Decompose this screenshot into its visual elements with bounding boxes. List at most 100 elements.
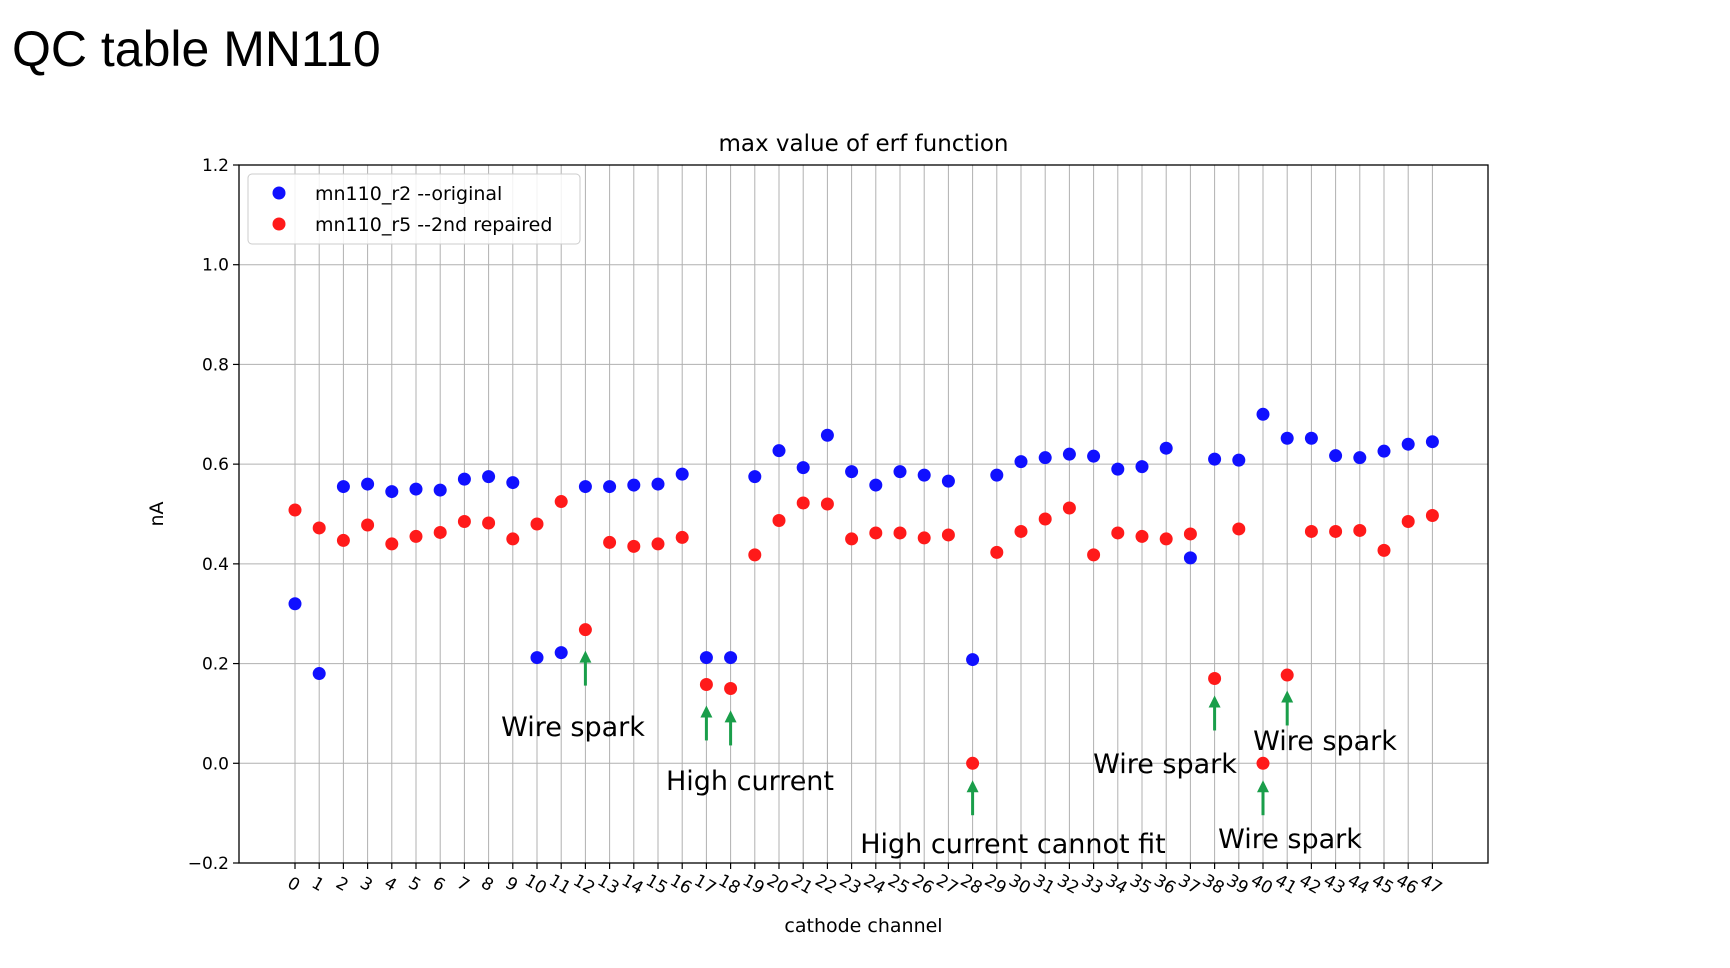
x-tick-label: 42 (1296, 871, 1325, 899)
annotation-label: Wire spark (1218, 824, 1362, 855)
data-point-series-2 (336, 533, 350, 547)
x-tick-label: 27 (933, 871, 962, 899)
data-point-series-1 (796, 461, 810, 475)
x-tick-label: 5 (405, 873, 424, 896)
data-point-series-1 (724, 651, 738, 665)
x-tick-label: 30 (1005, 871, 1034, 899)
x-tick-label: 19 (739, 871, 768, 899)
data-point-series-1 (1232, 453, 1246, 467)
x-tick-label: 47 (1417, 871, 1446, 899)
data-point-series-2 (312, 521, 326, 535)
annotation-arrow-head (1257, 780, 1269, 793)
y-ticks: −0.2 0.0 0.2 0.4 0.6 0.8 1.0 1.2 (188, 156, 239, 874)
x-tick-label: 23 (836, 871, 865, 899)
data-point-series-2 (1159, 532, 1173, 546)
data-point-series-1 (409, 482, 423, 496)
x-tick-label: 17 (691, 871, 720, 899)
data-point-series-1 (1353, 451, 1367, 465)
data-point-series-2 (1062, 501, 1076, 515)
data-point-series-1 (385, 485, 399, 499)
data-point-series-2 (699, 678, 713, 692)
x-tick-label: 25 (884, 871, 913, 899)
x-tick-label: 14 (618, 871, 647, 899)
legend-marker (272, 217, 286, 231)
data-point-series-1 (312, 667, 326, 681)
grid (239, 164, 1488, 864)
data-point-series-1 (1208, 452, 1222, 466)
x-tick-label: 36 (1150, 871, 1179, 899)
data-point-series-1 (433, 483, 447, 497)
data-point-series-1 (772, 444, 786, 458)
data-point-series-2 (990, 545, 1004, 559)
data-point-series-2 (893, 526, 907, 540)
data-point-series-1 (1038, 451, 1052, 465)
annotation-arrow-head (724, 710, 737, 723)
data-point-series-2 (554, 495, 568, 509)
data-point-series-2 (675, 530, 689, 544)
y-tick-label: 0.4 (202, 555, 229, 575)
data-point-series-1 (1256, 407, 1270, 421)
data-point-series-2 (1425, 508, 1439, 522)
x-tick-label: 2 (332, 873, 351, 896)
data-point-series-2 (1401, 514, 1415, 528)
x-tick-label: 0 (284, 873, 303, 896)
data-point-series-2 (530, 517, 544, 531)
x-tick-label: 40 (1247, 871, 1276, 899)
x-tick-label: 35 (1126, 871, 1155, 899)
data-point-series-1 (1014, 455, 1028, 469)
annotation-arrow-head (1208, 695, 1221, 708)
data-point-series-2 (1183, 527, 1197, 541)
x-tick-label: 18 (715, 871, 744, 899)
data-point-series-2 (772, 513, 786, 527)
data-point-series-1 (603, 480, 617, 494)
data-point-series-1 (554, 646, 568, 660)
chart-title: max value of erf function (718, 131, 1008, 157)
x-tick-label: 15 (642, 871, 671, 899)
data-point-series-2 (506, 532, 520, 546)
x-tick-label: 1 (308, 873, 327, 896)
data-point-series-2 (482, 516, 496, 530)
data-point-series-1 (941, 474, 955, 488)
data-point-series-1 (990, 468, 1004, 482)
data-points (288, 407, 1439, 770)
data-point-series-1 (361, 477, 375, 491)
data-point-series-1 (1329, 449, 1343, 463)
annotation-arrow-head (1281, 690, 1294, 703)
data-point-series-1 (1425, 435, 1439, 449)
x-tick-label: 16 (666, 871, 695, 899)
annotation-label: Wire spark (1253, 726, 1397, 757)
data-point-series-1 (966, 653, 980, 667)
legend-label: mn110_r5 --2nd repaired (315, 214, 552, 236)
x-tick-label: 34 (1102, 871, 1131, 899)
data-point-series-2 (1087, 548, 1101, 562)
data-point-series-1 (748, 470, 762, 484)
y-axis-label: nA (146, 501, 168, 526)
data-point-series-2 (651, 537, 665, 551)
x-tick-label: 32 (1054, 871, 1083, 899)
data-point-series-1 (1159, 441, 1173, 455)
legend-marker (272, 186, 286, 200)
data-point-series-1 (1087, 449, 1101, 463)
x-tick-label: 21 (787, 871, 816, 899)
data-point-series-1 (288, 597, 302, 611)
data-point-series-1 (506, 476, 520, 490)
data-point-series-1 (820, 428, 834, 442)
y-tick-label: 0.6 (202, 455, 229, 475)
x-tick-label: 9 (502, 873, 521, 896)
x-tick-label: 4 (381, 873, 400, 896)
x-tick-label: 13 (594, 871, 623, 899)
data-point-series-2 (917, 531, 931, 545)
data-point-series-1 (1135, 460, 1149, 474)
data-point-series-2 (578, 623, 592, 637)
data-point-series-2 (820, 497, 834, 511)
x-tick-label: 43 (1320, 871, 1349, 899)
data-point-series-1 (1111, 462, 1125, 476)
y-tick-label: −0.2 (188, 854, 229, 874)
plot-frame (238, 164, 1489, 864)
x-tick-label: 45 (1368, 871, 1397, 899)
x-tick-label: 12 (570, 871, 599, 899)
data-point-series-2 (748, 548, 762, 562)
data-point-series-1 (1401, 437, 1415, 451)
data-point-series-2 (966, 756, 980, 770)
x-tick-label: 37 (1175, 871, 1204, 899)
